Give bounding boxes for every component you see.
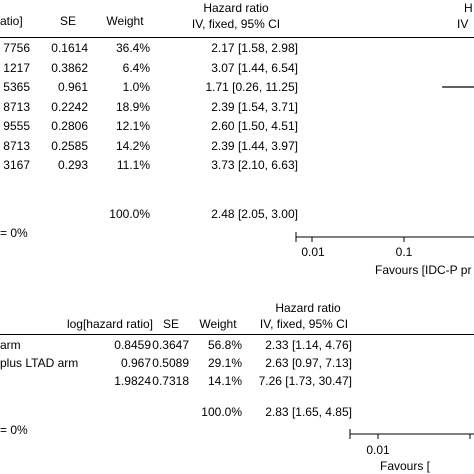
weight-cell: 56.8% — [207, 338, 242, 352]
se-cell: 0.7318 — [152, 374, 189, 388]
se-cell: 0.2585 — [51, 138, 88, 153]
column-header-hr-method: IV, fixed, 95% CI — [259, 317, 349, 331]
weight-cell: 12.1% — [115, 119, 150, 133]
hazard-ratio-cell: 2.33 [1.14, 4.76] — [265, 338, 352, 352]
column-header-log-hr: log[hazard ratio] — [66, 317, 153, 331]
column-header-weight: Weight — [106, 14, 144, 28]
column-header-se: SE — [162, 317, 179, 331]
se-cell: 0.5089 — [152, 356, 189, 370]
log-hr-cell: 1217 — [3, 60, 30, 75]
weight-cell: 6.4% — [122, 60, 150, 75]
log-hr-cell: 0.8459 — [114, 338, 151, 352]
heterogeneity-text: = 0% — [0, 423, 28, 437]
weight-cell: 18.9% — [115, 99, 150, 114]
column-header-hazard-ratio: Hazard ratio — [203, 1, 269, 15]
x-tick-label: 0.1 — [395, 245, 413, 259]
column-header-se: SE — [59, 14, 76, 28]
hazard-ratio-cell: 1.71 [0.26, 11.25] — [205, 80, 298, 94]
weight-cell: 14.1% — [207, 374, 242, 388]
hazard-ratio-cell: 7.26 [1.73, 30.47] — [258, 374, 352, 388]
total-hazard-ratio: 2.83 [1.65, 4.85] — [265, 405, 352, 419]
se-cell: 0.2806 — [51, 119, 88, 133]
total-weight: 100.0% — [109, 207, 150, 221]
weight-cell: 36.4% — [115, 41, 150, 55]
hazard-ratio-cell: 2.39 [1.44, 3.97] — [211, 138, 298, 153]
log-hr-cell: 8713 — [3, 138, 30, 153]
hazard-ratio-cell: 2.17 [1.58, 2.98] — [211, 41, 298, 55]
se-cell: 0.961 — [57, 80, 88, 94]
weight-cell: 11.1% — [116, 158, 150, 172]
favours-label: Favours [ — [380, 459, 431, 473]
se-cell: 0.2242 — [51, 99, 88, 114]
log-hr-cell: 3167 — [3, 158, 30, 172]
log-hr-cell: 0.967 — [120, 356, 151, 370]
column-header-hazard-ratio: Hazard ratio — [275, 301, 341, 315]
hazard-ratio-cell: 2.63 [0.97, 7.13] — [265, 356, 352, 370]
total-weight: 100.0% — [201, 405, 242, 419]
log-hr-cell: 5365 — [3, 80, 30, 94]
hazard-ratio-cell: 3.07 [1.44, 6.54] — [211, 60, 298, 75]
weight-cell: 14.2% — [115, 138, 150, 153]
hazard-ratio-cell: 2.39 [1.54, 3.71] — [211, 99, 298, 114]
column-header-hr-method: IV, fixed, 95% CI — [191, 17, 281, 31]
plot-header-title: H — [464, 1, 473, 15]
plot-header-method: IV — [457, 17, 469, 31]
study-label-cell: plus LTAD arm — [0, 356, 79, 370]
weight-cell: 1.0% — [122, 80, 150, 94]
hazard-ratio-cell: 3.73 [2.10, 6.63] — [211, 158, 298, 172]
weight-cell: 29.1% — [207, 356, 242, 370]
log-hr-cell: 7756 — [3, 41, 30, 55]
column-header-weight: Weight — [199, 317, 237, 331]
log-hr-cell: 1.9824 — [114, 374, 151, 388]
x-tick-label: 0.01 — [301, 245, 325, 259]
header-rule — [0, 37, 474, 38]
heterogeneity-text: = 0% — [0, 226, 28, 240]
total-hazard-ratio: 2.48 [2.05, 3.00] — [211, 207, 298, 221]
hazard-ratio-cell: 2.60 [1.50, 4.51] — [211, 119, 298, 133]
header-rule — [0, 334, 474, 335]
study-label-cell: arm — [0, 338, 21, 352]
se-cell: 0.3862 — [51, 60, 88, 75]
log-hr-cell: 8713 — [3, 99, 30, 114]
log-hr-cell: 9555 — [3, 119, 30, 133]
column-header-log-hr: atio] — [0, 14, 23, 28]
se-cell: 0.293 — [57, 158, 88, 172]
se-cell: 0.1614 — [51, 41, 88, 55]
x-tick-label: 0.01 — [366, 443, 390, 457]
favours-label: Favours [IDC-P pr — [375, 263, 472, 277]
se-cell: 0.3647 — [152, 338, 189, 352]
